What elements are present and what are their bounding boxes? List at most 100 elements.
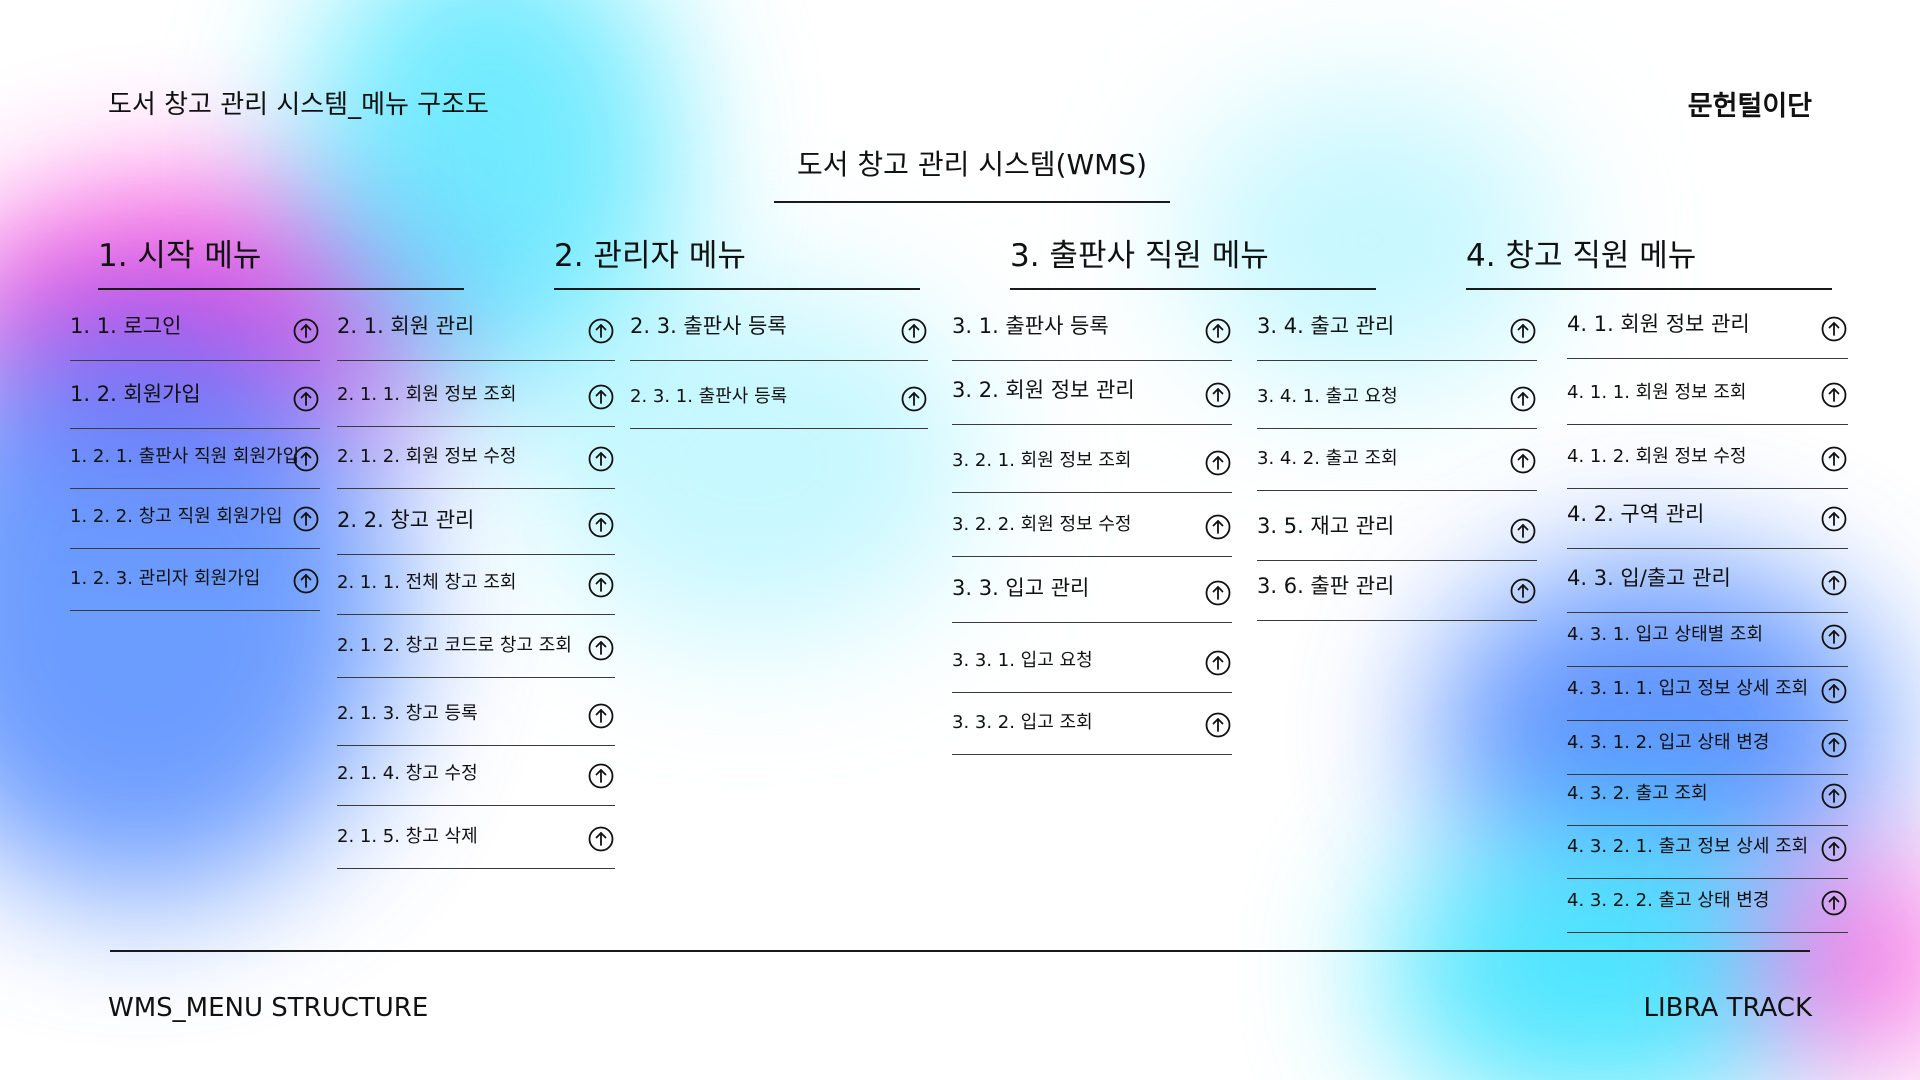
circle-arrow-up-icon[interactable] (1509, 317, 1537, 345)
circle-arrow-up-icon[interactable] (1509, 385, 1537, 413)
menu-item-label: 2. 1. 3. 창고 등록 (337, 703, 478, 724)
menu-item[interactable]: 2. 1. 1. 회원 정보 조회 (337, 0, 615, 427)
menu-item[interactable]: 1. 2. 2. 창고 직원 회원가입 (70, 0, 320, 549)
menu-item-label: 2. 1. 5. 창고 삭제 (337, 826, 478, 847)
circle-arrow-up-icon[interactable] (587, 702, 615, 730)
menu-item[interactable]: 4. 3. 1. 2. 입고 상태 변경 (1567, 0, 1848, 775)
menu-item[interactable]: 3. 2. 1. 회원 정보 조회 (952, 0, 1232, 493)
menu-item[interactable]: 4. 3. 2. 출고 조회 (1567, 0, 1848, 826)
section-underline (1466, 288, 1832, 290)
menu-item[interactable]: 2. 1. 2. 회원 정보 수정 (337, 0, 615, 489)
circle-arrow-up-icon[interactable] (1204, 649, 1232, 677)
menu-item[interactable]: 4. 1. 1. 회원 정보 조회 (1567, 0, 1848, 425)
menu-item[interactable]: 3. 3. 1. 입고 요청 (952, 0, 1232, 693)
circle-arrow-up-icon[interactable] (1820, 569, 1848, 597)
circle-arrow-up-icon[interactable] (1509, 517, 1537, 545)
circle-arrow-up-icon[interactable] (1820, 623, 1848, 651)
menu-item[interactable]: 2. 1. 4. 창고 수정 (337, 0, 615, 806)
menu-item[interactable]: 3. 4. 출고 관리 (1257, 0, 1537, 361)
menu-item-label: 3. 4. 출고 관리 (1257, 314, 1395, 338)
circle-arrow-up-icon[interactable] (292, 445, 320, 473)
circle-arrow-up-icon[interactable] (587, 825, 615, 853)
circle-arrow-up-icon[interactable] (1509, 447, 1537, 475)
circle-arrow-up-icon[interactable] (1820, 782, 1848, 810)
circle-arrow-up-icon[interactable] (1820, 445, 1848, 473)
circle-arrow-up-icon[interactable] (587, 511, 615, 539)
menu-item[interactable]: 4. 3. 2. 2. 출고 상태 변경 (1567, 0, 1848, 933)
circle-arrow-up-icon[interactable] (1820, 889, 1848, 917)
circle-arrow-up-icon[interactable] (1820, 315, 1848, 343)
menu-item[interactable]: 4. 2. 구역 관리 (1567, 0, 1848, 549)
menu-item-label: 2. 1. 2. 창고 코드로 창고 조회 (337, 635, 572, 656)
menu-item[interactable]: 3. 4. 2. 출고 조회 (1257, 0, 1537, 491)
menu-item[interactable]: 3. 4. 1. 출고 요청 (1257, 0, 1537, 429)
circle-arrow-up-icon[interactable] (587, 383, 615, 411)
menu-item[interactable]: 3. 3. 입고 관리 (952, 0, 1232, 623)
menu-item-label: 1. 2. 3. 관리자 회원가입 (70, 568, 261, 589)
menu-item[interactable]: 1. 2. 1. 출판사 직원 회원가입 (70, 0, 320, 489)
menu-item[interactable]: 2. 3. 출판사 등록 (630, 0, 928, 361)
menu-item-label: 3. 1. 출판사 등록 (952, 314, 1109, 338)
menu-item[interactable]: 4. 3. 1. 1. 입고 정보 상세 조회 (1567, 0, 1848, 721)
menu-item[interactable]: 4. 1. 회원 정보 관리 (1567, 0, 1848, 359)
circle-arrow-up-icon[interactable] (587, 571, 615, 599)
menu-item[interactable]: 3. 1. 출판사 등록 (952, 0, 1232, 361)
circle-arrow-up-icon[interactable] (292, 567, 320, 595)
menu-item[interactable]: 2. 1. 5. 창고 삭제 (337, 0, 615, 869)
circle-arrow-up-icon[interactable] (1820, 677, 1848, 705)
menu-item[interactable]: 4. 3. 입/출고 관리 (1567, 0, 1848, 613)
circle-arrow-up-icon[interactable] (1820, 835, 1848, 863)
circle-arrow-up-icon[interactable] (900, 317, 928, 345)
section-underline (554, 288, 920, 290)
circle-arrow-up-icon[interactable] (1509, 577, 1537, 605)
circle-arrow-up-icon[interactable] (900, 385, 928, 413)
menu-item-label: 2. 2. 창고 관리 (337, 508, 475, 532)
menu-item[interactable]: 4. 3. 1. 입고 상태별 조회 (1567, 0, 1848, 667)
circle-arrow-up-icon[interactable] (587, 445, 615, 473)
menu-item-label: 4. 3. 1. 입고 상태별 조회 (1567, 624, 1764, 645)
circle-arrow-up-icon[interactable] (1204, 381, 1232, 409)
circle-arrow-up-icon[interactable] (1204, 579, 1232, 607)
menu-item[interactable]: 3. 5. 재고 관리 (1257, 0, 1537, 561)
menu-item-label: 4. 3. 2. 2. 출고 상태 변경 (1567, 890, 1770, 911)
menu-item[interactable]: 2. 3. 1. 출판사 등록 (630, 0, 928, 429)
menu-item-label: 4. 1. 회원 정보 관리 (1567, 312, 1750, 336)
menu-item[interactable]: 3. 3. 2. 입고 조회 (952, 0, 1232, 755)
menu-item-label: 4. 3. 2. 1. 출고 정보 상세 조회 (1567, 836, 1809, 857)
menu-item[interactable]: 3. 2. 2. 회원 정보 수정 (952, 0, 1232, 557)
circle-arrow-up-icon[interactable] (1820, 731, 1848, 759)
menu-item[interactable]: 1. 2. 3. 관리자 회원가입 (70, 0, 320, 611)
circle-arrow-up-icon[interactable] (1204, 317, 1232, 345)
menu-item[interactable]: 2. 1. 1. 전체 창고 조회 (337, 0, 615, 615)
circle-arrow-up-icon[interactable] (1820, 505, 1848, 533)
menu-item[interactable]: 4. 1. 2. 회원 정보 수정 (1567, 0, 1848, 489)
menu-item[interactable]: 1. 1. 로그인 (70, 0, 320, 361)
section-underline (1010, 288, 1376, 290)
circle-arrow-up-icon[interactable] (1204, 449, 1232, 477)
document-title: 도서 창고 관리 시스템_메뉴 구조도 (108, 90, 489, 120)
section-underline (98, 288, 464, 290)
menu-item[interactable]: 1. 2. 회원가입 (70, 0, 320, 429)
menu-item[interactable]: 2. 1. 2. 창고 코드로 창고 조회 (337, 0, 615, 678)
menu-item[interactable]: 4. 3. 2. 1. 출고 정보 상세 조회 (1567, 0, 1848, 879)
team-name: 문헌털이단 (1687, 91, 1812, 122)
menu-item[interactable]: 2. 1. 회원 관리 (337, 0, 615, 361)
menu-item[interactable]: 2. 1. 3. 창고 등록 (337, 0, 615, 746)
circle-arrow-up-icon[interactable] (292, 385, 320, 413)
menu-item-label: 1. 2. 회원가입 (70, 382, 201, 406)
menu-item[interactable]: 2. 2. 창고 관리 (337, 0, 615, 555)
menu-item-label: 4. 3. 1. 2. 입고 상태 변경 (1567, 732, 1770, 753)
section-title-warehouse-menu: 4. 창고 직원 메뉴 (1466, 238, 1697, 274)
circle-arrow-up-icon[interactable] (587, 317, 615, 345)
circle-arrow-up-icon[interactable] (587, 634, 615, 662)
circle-arrow-up-icon[interactable] (1204, 513, 1232, 541)
circle-arrow-up-icon[interactable] (292, 317, 320, 345)
circle-arrow-up-icon[interactable] (292, 505, 320, 533)
menu-item[interactable]: 3. 2. 회원 정보 관리 (952, 0, 1232, 425)
circle-arrow-up-icon[interactable] (587, 762, 615, 790)
menu-item-label: 3. 3. 입고 관리 (952, 576, 1090, 600)
menu-item[interactable]: 3. 6. 출판 관리 (1257, 0, 1537, 621)
circle-arrow-up-icon[interactable] (1204, 711, 1232, 739)
menu-item-label: 4. 3. 1. 1. 입고 정보 상세 조회 (1567, 678, 1809, 699)
circle-arrow-up-icon[interactable] (1820, 381, 1848, 409)
